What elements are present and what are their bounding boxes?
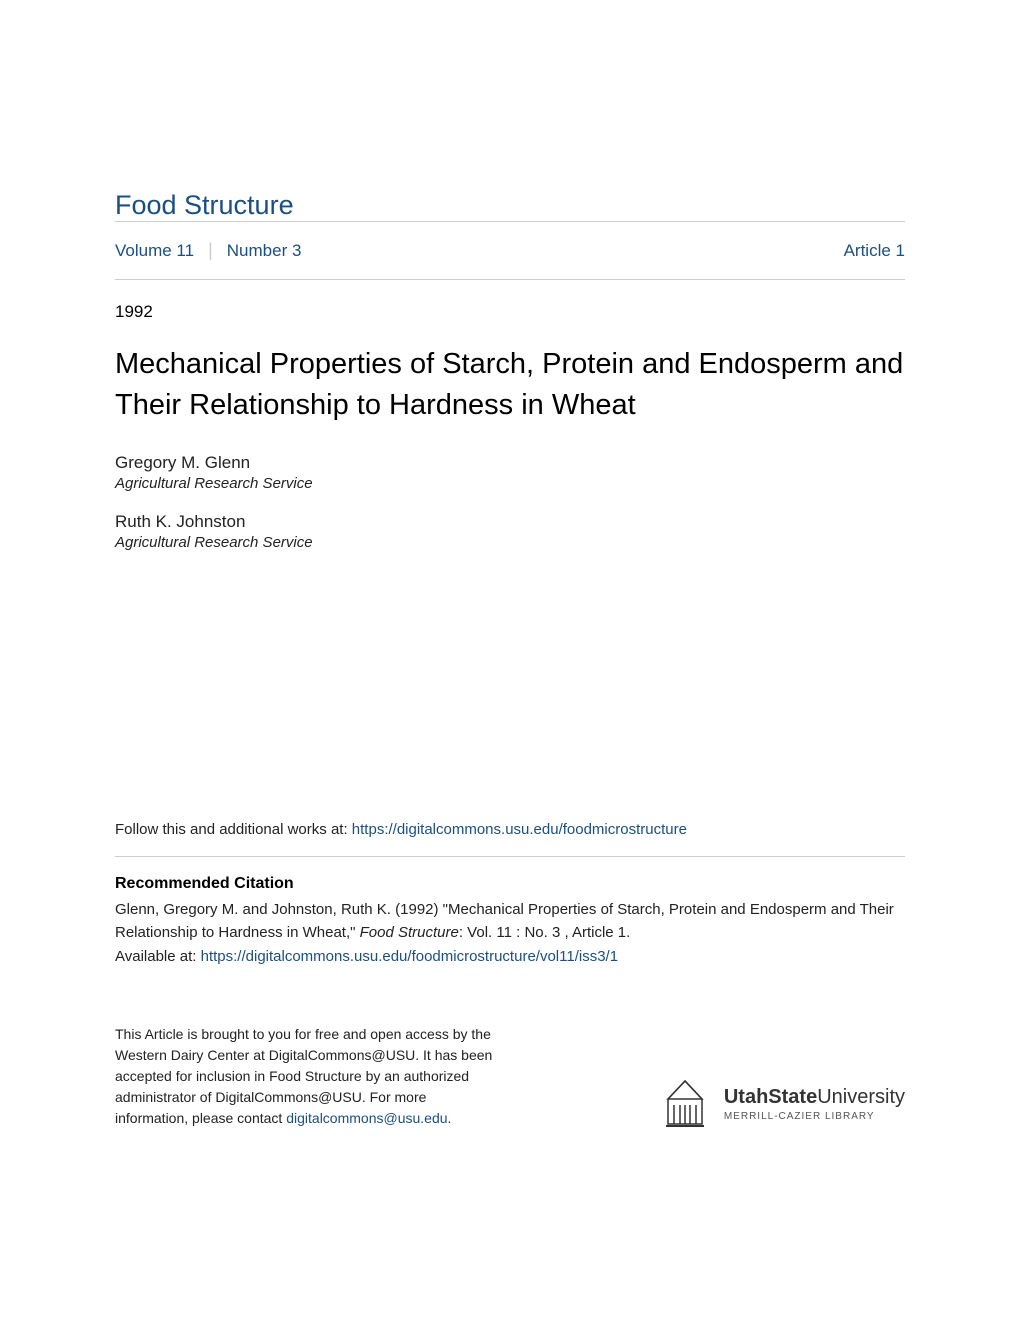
follow-prefix: Follow this and additional works at:: [115, 821, 352, 838]
issue-separator: |: [208, 240, 213, 261]
logo-name-normal: University: [817, 1086, 905, 1108]
citation-body: Glenn, Gregory M. and Johnston, Ruth K. …: [115, 899, 905, 944]
citation-journal-name: Food Structure: [360, 924, 459, 941]
citation-url-link[interactable]: https://digitalcommons.usu.edu/foodmicro…: [201, 948, 618, 965]
follow-section: Follow this and additional works at: htt…: [115, 821, 905, 856]
author-name-2: Ruth K. Johnston: [115, 512, 905, 532]
issue-row: Volume 11 | Number 3 Article 1: [115, 222, 905, 279]
citation-heading: Recommended Citation: [115, 875, 905, 893]
volume-link[interactable]: Volume 11: [115, 241, 194, 261]
author-block-2: Ruth K. Johnston Agricultural Research S…: [115, 512, 905, 551]
logo-library-name: MERRILL-CAZIER LIBRARY: [724, 1111, 905, 1122]
citation-text-2: : Vol. 11 : No. 3 , Article 1.: [459, 924, 630, 941]
footer-contact-link[interactable]: digitalcommons@usu.edu: [286, 1110, 447, 1126]
divider-bottom: [115, 279, 905, 280]
journal-title-link[interactable]: Food Structure: [115, 190, 294, 220]
author-block-1: Gregory M. Glenn Agricultural Research S…: [115, 453, 905, 492]
issue-left-group: Volume 11 | Number 3: [115, 240, 301, 261]
logo-name-bold: UtahState: [724, 1086, 817, 1108]
logo-text-block: UtahStateUniversity MERRILL-CAZIER LIBRA…: [724, 1086, 905, 1122]
follow-link[interactable]: https://digitalcommons.usu.edu/foodmicro…: [352, 821, 687, 838]
publication-year: 1992: [115, 302, 905, 322]
author-affiliation-2: Agricultural Research Service: [115, 534, 905, 551]
footer-text-block: This Article is brought to you for free …: [115, 1024, 495, 1129]
institution-logo: UtahStateUniversity MERRILL-CAZIER LIBRA…: [660, 1079, 905, 1129]
citation-section: Recommended Citation Glenn, Gregory M. a…: [115, 875, 905, 969]
author-name-1: Gregory M. Glenn: [115, 453, 905, 473]
citation-available: Available at: https://digitalcommons.usu…: [115, 946, 905, 969]
footer-period: .: [448, 1110, 452, 1126]
citation-available-label: Available at:: [115, 948, 201, 965]
logo-institution-name: UtahStateUniversity: [724, 1086, 905, 1109]
number-link[interactable]: Number 3: [227, 241, 302, 261]
article-number-link[interactable]: Article 1: [844, 241, 905, 261]
author-affiliation-1: Agricultural Research Service: [115, 475, 905, 492]
footer-row: This Article is brought to you for free …: [115, 1024, 905, 1129]
divider-citation: [115, 856, 905, 857]
article-title: Mechanical Properties of Starch, Protein…: [115, 344, 905, 425]
building-icon: [660, 1079, 710, 1129]
